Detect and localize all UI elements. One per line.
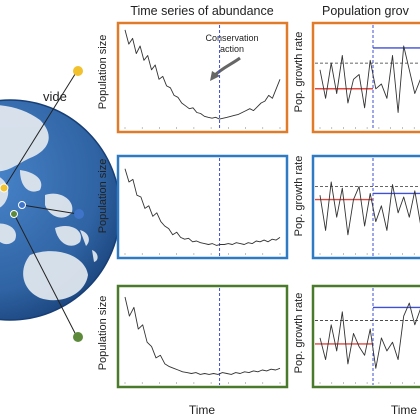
panel-marker-2 bbox=[74, 209, 84, 219]
annotation-arrowhead bbox=[210, 71, 220, 81]
abundance-1-series-line bbox=[124, 29, 281, 120]
ylabel-growth-2: Pop. growth rate bbox=[293, 156, 305, 237]
xlabel-growth: Time bbox=[391, 403, 418, 417]
growth-3-series-line bbox=[319, 302, 420, 369]
connector-line-2 bbox=[21, 204, 79, 215]
ylabel-abundance-1: Population size bbox=[97, 35, 109, 110]
panel-marker-3 bbox=[73, 332, 83, 342]
connectors bbox=[3, 70, 79, 338]
panel-marker-1 bbox=[73, 66, 83, 76]
ylabel-abundance-2: Population size bbox=[97, 159, 109, 234]
frame-abundance-2 bbox=[116, 154, 289, 260]
site-dot-3 bbox=[10, 210, 18, 218]
header-abundance: Time series of abundance bbox=[130, 4, 273, 18]
frame-growth-3 bbox=[311, 284, 420, 389]
growth-2-series-line bbox=[319, 181, 420, 236]
frame-abundance-3 bbox=[116, 284, 289, 389]
frame-growth-1 bbox=[311, 21, 420, 134]
abundance-2-series-line bbox=[124, 168, 281, 246]
ylabel-growth-1: Pop. growth rate bbox=[293, 32, 305, 113]
annotation-line-2: action bbox=[220, 44, 244, 54]
growth-1-series-line bbox=[319, 45, 420, 113]
site-dot-1 bbox=[0, 183, 9, 193]
ylabel-abundance-3: Population size bbox=[97, 296, 109, 371]
site-dot-2 bbox=[18, 201, 26, 209]
globe-label: vide bbox=[43, 89, 67, 104]
connector-line-3 bbox=[13, 213, 78, 338]
annotation-line-1: Conservation bbox=[205, 33, 258, 43]
chart-layer bbox=[124, 25, 420, 385]
ylabel-growth-3: Pop. growth rate bbox=[293, 293, 305, 374]
abundance-3-series-line bbox=[124, 296, 281, 375]
site-markers bbox=[0, 66, 84, 342]
connector-line-1 bbox=[3, 70, 78, 189]
frame-growth-2 bbox=[311, 154, 420, 260]
frame-abundance-1 bbox=[116, 21, 289, 134]
header-growth: Population grov bbox=[322, 4, 410, 18]
xlabel-abundance: Time bbox=[189, 403, 216, 417]
